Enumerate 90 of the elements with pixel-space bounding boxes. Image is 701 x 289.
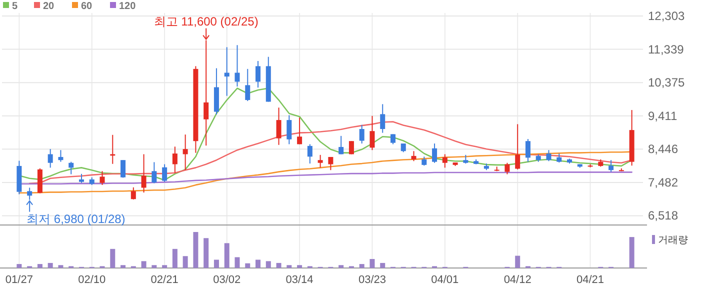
candlestick xyxy=(276,107,282,146)
candlestick xyxy=(234,44,240,88)
x-tick-label: 01/27 xyxy=(5,274,33,286)
candlestick xyxy=(328,156,334,171)
bar xyxy=(152,265,157,268)
candlestick xyxy=(68,161,74,175)
candlestick xyxy=(390,134,396,145)
candlestick xyxy=(100,170,105,186)
bar xyxy=(370,259,375,268)
bar xyxy=(162,265,168,268)
bar xyxy=(629,237,634,268)
candlestick xyxy=(58,150,64,162)
candlestick xyxy=(110,134,116,164)
candlestick xyxy=(297,117,302,145)
x-tick-label: 03/14 xyxy=(286,274,314,286)
y-tick-label: 6,518 xyxy=(648,208,678,223)
candlestick xyxy=(224,46,230,96)
candlestick xyxy=(307,144,312,164)
bar xyxy=(16,264,22,268)
candlestick xyxy=(286,114,292,145)
legend-label: 60 xyxy=(81,1,93,12)
candlestick xyxy=(546,150,552,162)
candlestick xyxy=(504,162,510,175)
bar xyxy=(120,265,126,268)
x-tick-label: 03/02 xyxy=(213,274,241,286)
candlestick xyxy=(380,104,386,134)
bar xyxy=(48,262,53,268)
candlestick xyxy=(432,143,438,164)
bar xyxy=(193,232,198,268)
candlestick xyxy=(442,154,448,168)
x-tick-label: 04/21 xyxy=(576,274,604,286)
bar xyxy=(256,260,261,268)
legend-label: 거래량 xyxy=(658,235,688,246)
bar xyxy=(245,263,250,268)
y-tick-label: 10,375 xyxy=(648,76,686,90)
candlestick xyxy=(411,150,416,162)
candlestick xyxy=(37,168,42,194)
bar xyxy=(37,264,42,268)
candlestick xyxy=(245,68,250,102)
bar xyxy=(234,257,240,268)
bar xyxy=(266,261,271,268)
candlestick xyxy=(348,140,354,155)
candlestick xyxy=(204,40,209,146)
bar xyxy=(172,248,178,268)
bar xyxy=(286,265,292,268)
legend-label: 120 xyxy=(119,1,136,12)
bar xyxy=(359,264,364,268)
bar xyxy=(141,261,146,268)
bar xyxy=(204,238,209,268)
x-tick-label: 03/23 xyxy=(358,274,386,286)
y-tick-label: 12,303 xyxy=(648,9,686,23)
candlestick xyxy=(172,146,178,174)
candlestick xyxy=(141,154,146,194)
candlestick xyxy=(318,154,323,168)
bar xyxy=(182,256,188,268)
candlestick xyxy=(182,134,188,171)
x-tick-label: 04/12 xyxy=(504,274,532,286)
y-tick-label: 8,446 xyxy=(648,142,678,156)
candlestick xyxy=(370,115,375,151)
bar xyxy=(276,262,282,268)
bar xyxy=(380,262,386,268)
legend-label: 5 xyxy=(12,1,18,12)
candlestick xyxy=(256,60,261,88)
candlestick xyxy=(27,187,32,200)
candlestick xyxy=(162,164,168,182)
candlestick xyxy=(515,124,520,170)
candlestick xyxy=(359,124,364,144)
candlestick xyxy=(608,160,614,172)
y-tick-label: 11,339 xyxy=(648,42,684,56)
legend-label: 20 xyxy=(43,1,55,12)
candlestick xyxy=(48,148,53,168)
x-tick-label: 02/10 xyxy=(78,274,106,286)
bar xyxy=(214,260,219,268)
x-tick-label: 02/21 xyxy=(150,274,178,286)
candlestick xyxy=(130,186,136,200)
candlestick xyxy=(120,160,126,178)
bar xyxy=(338,265,344,268)
y-tick-label: 9,411 xyxy=(648,108,678,123)
candlestick xyxy=(525,138,530,162)
y-tick-label: 7,482 xyxy=(648,175,678,190)
bar xyxy=(224,243,230,268)
candlestick xyxy=(338,135,344,155)
annotation: 최저 6,980 (01/28) xyxy=(26,212,126,226)
x-tick-label: 04/01 xyxy=(431,274,459,286)
bar xyxy=(110,248,116,268)
bar xyxy=(297,265,302,268)
annotation: 최고 11,600 (02/25) xyxy=(154,14,258,28)
candlestick xyxy=(152,162,157,184)
bar xyxy=(58,265,64,268)
bar xyxy=(515,256,520,268)
